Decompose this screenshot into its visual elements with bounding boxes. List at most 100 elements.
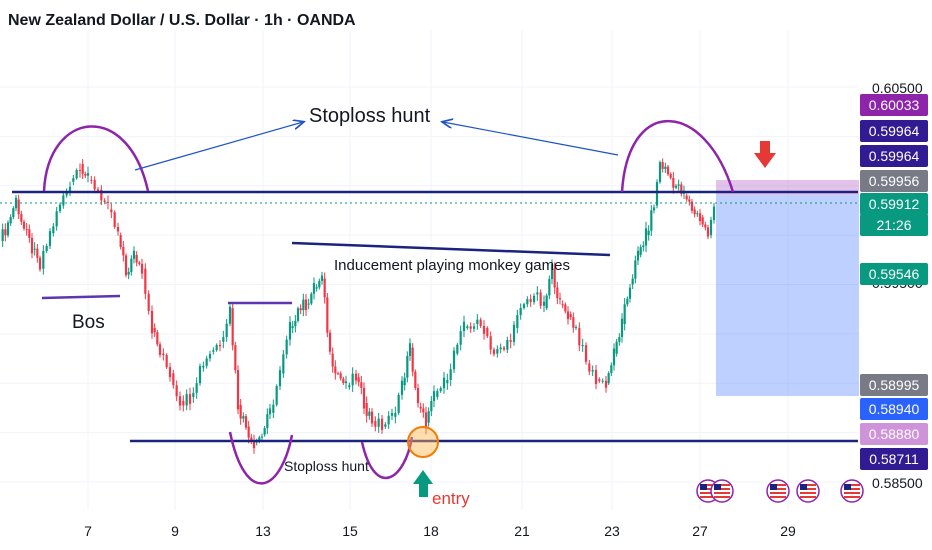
candle [205, 355, 208, 369]
candle [693, 206, 696, 218]
candle [122, 241, 125, 262]
candle [522, 302, 526, 310]
candle [526, 296, 529, 308]
inducement-label: Inducement playing monkey games [334, 257, 570, 274]
arrow-right [443, 122, 619, 156]
candle [52, 223, 55, 237]
candle [188, 387, 192, 411]
candle [348, 382, 351, 390]
svg-text:0.58940: 0.58940 [869, 401, 920, 417]
candle [506, 336, 509, 354]
candle [315, 284, 318, 292]
candle [228, 304, 232, 327]
candle [422, 403, 425, 418]
candle [28, 224, 31, 243]
x-tick-label: 23 [604, 523, 620, 539]
candle [472, 323, 476, 333]
candle [365, 396, 368, 423]
candle [234, 341, 237, 374]
us-flag-calendar-icon[interactable] [796, 479, 820, 503]
candle [75, 168, 78, 180]
candle [550, 259, 554, 285]
candle [158, 341, 162, 358]
candle [566, 306, 570, 325]
candle [462, 315, 466, 338]
candle [231, 303, 234, 351]
candle [536, 286, 539, 301]
candle [296, 306, 300, 323]
svg-text:0.59964: 0.59964 [869, 123, 920, 139]
candle [482, 320, 486, 340]
candle [387, 411, 390, 430]
candle [150, 305, 154, 339]
candle [1, 223, 4, 247]
candle [706, 224, 710, 240]
candle [499, 343, 502, 354]
stoploss-hunt-arc-bottom-left[interactable] [228, 431, 294, 485]
candle [712, 203, 716, 224]
us-flag-calendar-icon[interactable] [840, 479, 864, 503]
candle [33, 242, 36, 256]
svg-text:0.59546: 0.59546 [869, 266, 920, 282]
candle [652, 204, 656, 214]
candle [607, 371, 610, 386]
candle [380, 414, 384, 434]
stoploss-hunt-arc-left[interactable] [42, 125, 150, 192]
candle [312, 277, 316, 300]
candle [100, 185, 103, 206]
candle [38, 255, 42, 272]
candle [336, 371, 340, 375]
candle [304, 293, 308, 316]
candle [20, 210, 23, 226]
candle [266, 408, 269, 435]
x-tick-label: 29 [780, 523, 796, 539]
inducement-line[interactable] [291, 241, 611, 257]
price-tag: 0.59912 [860, 193, 928, 215]
candle [344, 375, 348, 389]
x-tick-label: 15 [342, 523, 358, 539]
candle [680, 181, 683, 197]
candle [22, 219, 26, 231]
candle [479, 317, 482, 329]
y-tick-label: 0.58500 [872, 475, 923, 491]
x-tick-label: 18 [423, 523, 439, 539]
candle [175, 380, 178, 402]
stoploss-hunt-arc-bottom-right[interactable] [360, 436, 414, 480]
svg-text:0.58880: 0.58880 [869, 426, 920, 442]
x-axis: 7 9 13 15 18 21 23 27 29 [84, 523, 796, 539]
candle [416, 383, 420, 408]
candle [144, 263, 147, 300]
candle [247, 421, 250, 444]
candle [320, 271, 324, 285]
candle [370, 408, 374, 428]
candle [572, 312, 575, 333]
bos-line[interactable] [41, 294, 121, 300]
candle [598, 377, 601, 383]
candle [516, 309, 519, 334]
candle [612, 343, 616, 371]
entry-circle[interactable] [407, 426, 439, 458]
svg-text:0.59956: 0.59956 [869, 173, 920, 189]
candle [430, 396, 433, 417]
candle [688, 195, 691, 206]
price-tag: 0.58711 [860, 448, 928, 470]
candle [178, 391, 182, 411]
us-flag-calendar-icon[interactable] [766, 479, 790, 503]
stoploss-hunt-arc-right[interactable] [620, 120, 735, 193]
candle [275, 384, 278, 407]
candle [459, 325, 462, 351]
candle [58, 202, 62, 214]
candle [390, 408, 394, 421]
candle [639, 244, 642, 258]
candle [397, 392, 400, 416]
candle [222, 330, 225, 349]
candle [113, 210, 116, 229]
candle [116, 222, 120, 236]
candle [331, 347, 334, 373]
candle [156, 330, 159, 347]
candle [130, 255, 133, 276]
us-flag-calendar-icon[interactable] [710, 479, 734, 503]
candle [208, 350, 212, 362]
candle [449, 363, 452, 386]
